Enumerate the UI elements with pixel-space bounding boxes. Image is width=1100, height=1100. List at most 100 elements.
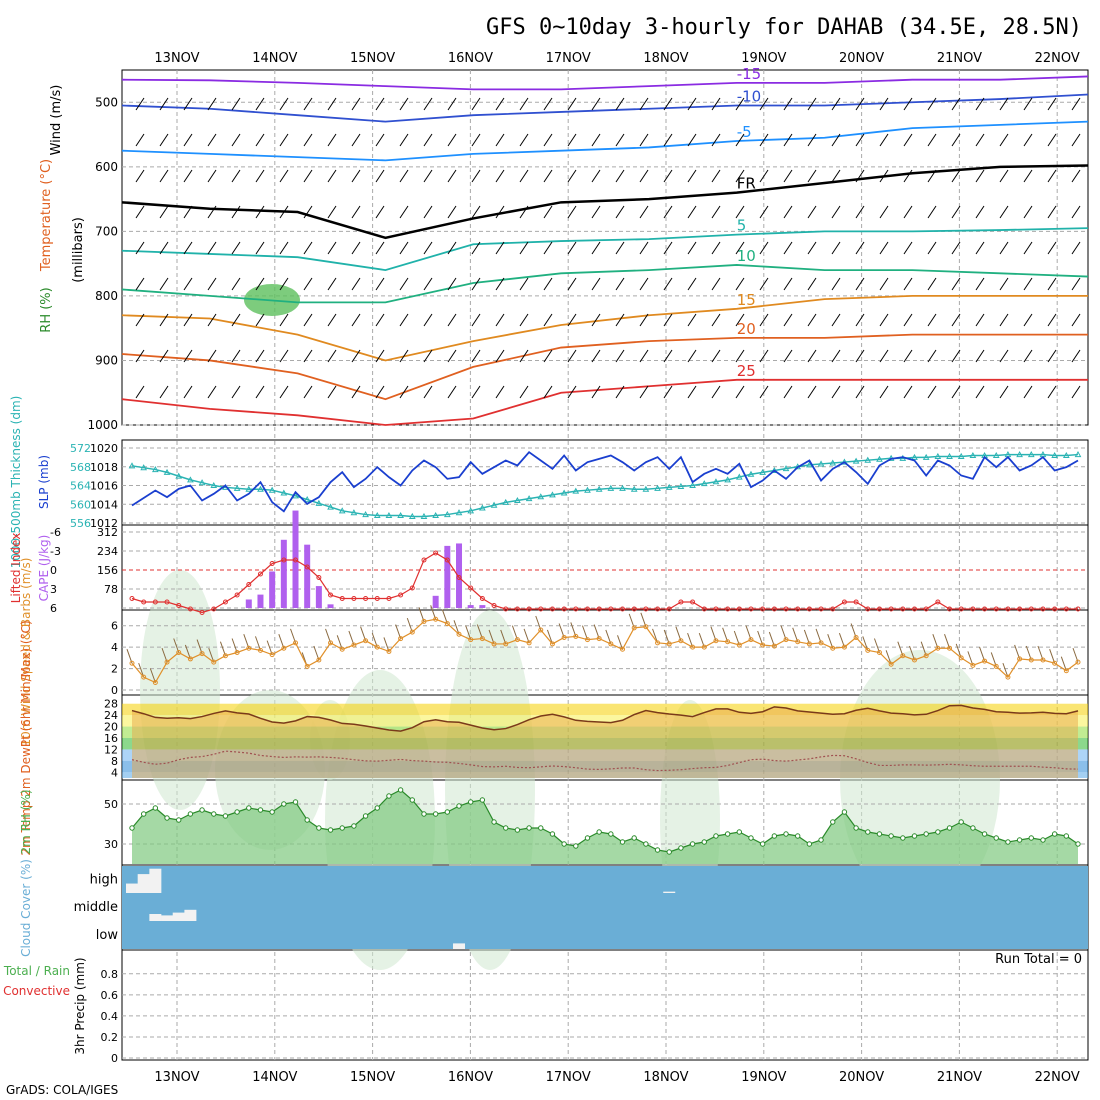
wind-speed-point <box>339 646 345 652</box>
wind-barb <box>135 205 145 219</box>
thickness-point <box>490 501 498 508</box>
thickness-point <box>420 512 428 519</box>
li-point <box>211 606 217 612</box>
thickness-point <box>806 461 813 468</box>
thickness-point <box>841 458 848 465</box>
wind-barb <box>951 133 961 147</box>
rh-point <box>736 829 743 835</box>
li-point <box>316 575 322 580</box>
rh-point <box>409 797 415 803</box>
thickness-point <box>233 484 241 491</box>
slp-tick-label: 1014 <box>90 498 118 511</box>
cape-tick-label: 156 <box>97 564 118 577</box>
wind-barb <box>447 277 457 291</box>
li-point <box>608 606 614 612</box>
wind-barb <box>351 385 361 399</box>
wind-barb <box>375 205 385 219</box>
wind-speed-point <box>176 650 182 655</box>
wind-tick-label: 2 <box>111 663 118 676</box>
thickness-point <box>479 504 486 511</box>
wind-speed-point <box>503 641 509 647</box>
contour-line <box>121 378 1088 426</box>
li-point <box>876 606 882 612</box>
wind-barb <box>663 349 673 363</box>
wind-speed-point <box>783 637 789 643</box>
wind-barb <box>687 277 697 291</box>
li-point <box>830 606 836 612</box>
wind-barb <box>255 241 265 255</box>
wind-barb <box>183 97 193 111</box>
wind-speed-point <box>818 640 824 646</box>
wind-barb <box>999 241 1009 255</box>
wind-barb <box>159 133 169 147</box>
cloud-background <box>122 866 1088 949</box>
wind-barb <box>639 97 649 111</box>
wind-speed-point <box>947 645 953 651</box>
wind-barb <box>591 169 601 183</box>
rh-point <box>608 831 614 837</box>
wind-barb <box>711 277 721 291</box>
contour-label: 20 <box>737 320 756 338</box>
li-point <box>690 599 696 605</box>
rh-point <box>981 831 988 837</box>
wind-barb <box>1071 385 1081 399</box>
wind-barb <box>375 277 385 291</box>
wind-barb <box>567 277 577 291</box>
wind-barb <box>351 313 361 327</box>
wind-barb <box>231 277 241 291</box>
li-axis-label: Lifted Index <box>9 533 23 604</box>
thickness-point <box>327 503 334 510</box>
wind-barb <box>591 277 601 291</box>
wind-barb <box>399 277 409 291</box>
wind-barb <box>879 313 889 327</box>
rh-point <box>830 819 836 825</box>
date-label-top: 15NOV <box>350 51 395 66</box>
li-point <box>818 606 824 612</box>
li-point <box>433 550 439 556</box>
cape-bar <box>280 539 287 608</box>
temperature-axis-label: Temperature (°C) <box>39 159 54 272</box>
wind-speed-point <box>187 656 193 662</box>
wind-barb <box>543 205 553 219</box>
cape-bar <box>315 586 322 608</box>
wind-barb <box>399 133 409 147</box>
slp-tick-label: 1018 <box>90 461 118 474</box>
wind-speed-point <box>830 645 836 651</box>
wind-speed-point <box>666 641 672 647</box>
thickness-point <box>198 479 206 486</box>
li-point <box>935 599 941 605</box>
wind-barb <box>1023 241 1033 255</box>
wind-barb <box>135 133 145 147</box>
wind-speed-point <box>363 638 369 644</box>
wind-barb <box>1071 313 1081 327</box>
wind-barb <box>423 205 433 219</box>
credit-label: GrADS: COLA/IGES <box>6 1083 118 1097</box>
wind-barb <box>471 241 481 255</box>
li-point <box>923 606 929 612</box>
wind-barb <box>711 313 721 327</box>
wind-barb <box>687 133 697 147</box>
cape-axis-label: CAPE (J/kg) <box>37 535 51 602</box>
li-point <box>141 599 147 605</box>
thickness-point <box>852 457 860 464</box>
date-label-top: 16NOV <box>448 51 493 66</box>
wind-barb <box>879 349 889 363</box>
rh-point <box>900 835 906 841</box>
wind-speed-point <box>234 650 240 655</box>
cape-bar <box>444 545 451 608</box>
panel-frame-upper-air <box>121 69 1089 426</box>
rh-point <box>1075 841 1081 847</box>
wind-speed-point <box>269 652 275 658</box>
wind-barb <box>327 169 337 183</box>
thickness-point <box>175 472 183 479</box>
li-point <box>1017 606 1023 612</box>
precip-tick-label: 0.8 <box>101 968 119 981</box>
wind-barb <box>351 349 361 363</box>
li-point <box>760 606 766 612</box>
rh-point <box>549 831 556 837</box>
wind-barb <box>975 133 985 147</box>
wind-barb <box>495 97 505 111</box>
slp-line <box>131 450 1079 513</box>
wind-barb <box>615 313 625 327</box>
rh-point <box>152 805 159 811</box>
